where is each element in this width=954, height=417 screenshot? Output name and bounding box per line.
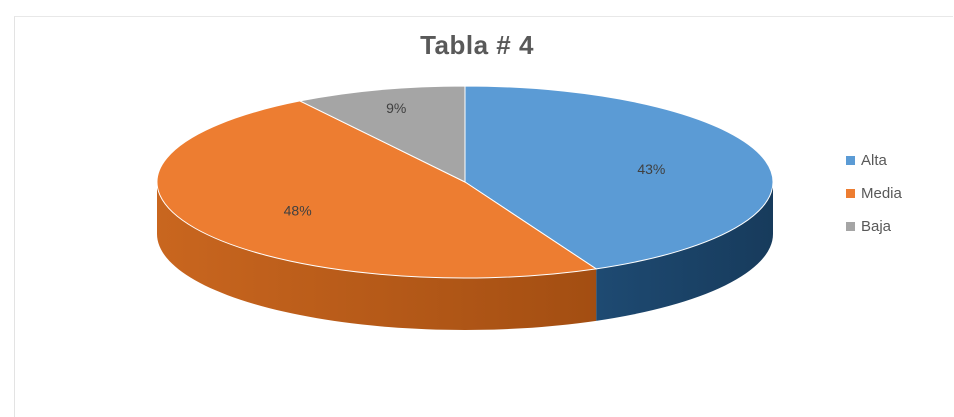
legend-swatch-baja <box>846 222 855 231</box>
legend-swatch-alta <box>846 156 855 165</box>
data-label-alta: 43% <box>637 161 665 177</box>
legend-swatch-media <box>846 189 855 198</box>
chart-legend: Alta Media Baja <box>846 144 902 243</box>
pie-slice-baja <box>298 85 466 183</box>
legend-label-alta: Alta <box>861 152 887 169</box>
data-label-baja: 9% <box>386 100 406 116</box>
pie-slice-alta <box>464 85 774 270</box>
chart-title: Tabla # 4 <box>420 30 534 60</box>
legend-label-media: Media <box>861 185 902 202</box>
legend-label-baja: Baja <box>861 218 892 235</box>
data-label-media: 48% <box>284 203 312 219</box>
legend-item-baja: Baja <box>846 210 902 243</box>
legend-item-alta: Alta <box>846 144 902 177</box>
legend-item-media: Media <box>846 177 902 210</box>
pie-slice-media <box>156 100 598 279</box>
pie-side-alta <box>596 182 773 321</box>
pie-side-media <box>157 182 597 330</box>
